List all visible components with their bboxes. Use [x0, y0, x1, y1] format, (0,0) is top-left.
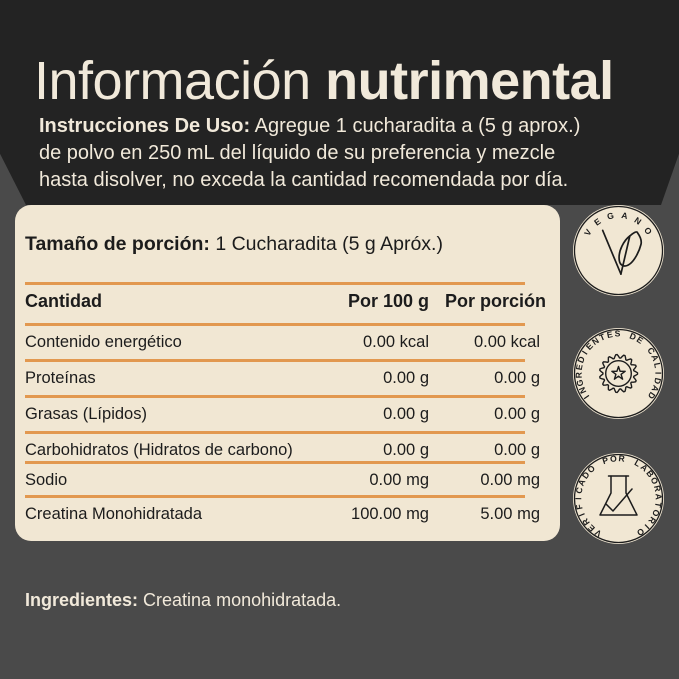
- svg-text:E: E: [592, 215, 604, 228]
- svg-text:O: O: [642, 225, 655, 238]
- svg-text:R: R: [618, 453, 627, 464]
- svg-text:L: L: [652, 362, 663, 371]
- svg-text:F: F: [573, 501, 584, 510]
- svg-text:I: I: [573, 495, 583, 500]
- svg-text:A: A: [621, 210, 631, 221]
- svg-text:N: N: [633, 215, 645, 228]
- svg-text:S: S: [615, 329, 623, 339]
- svg-text:V: V: [582, 226, 595, 238]
- svg-text:I: I: [653, 372, 663, 377]
- svg-text:A: A: [654, 493, 664, 501]
- svg-text:G: G: [606, 210, 617, 222]
